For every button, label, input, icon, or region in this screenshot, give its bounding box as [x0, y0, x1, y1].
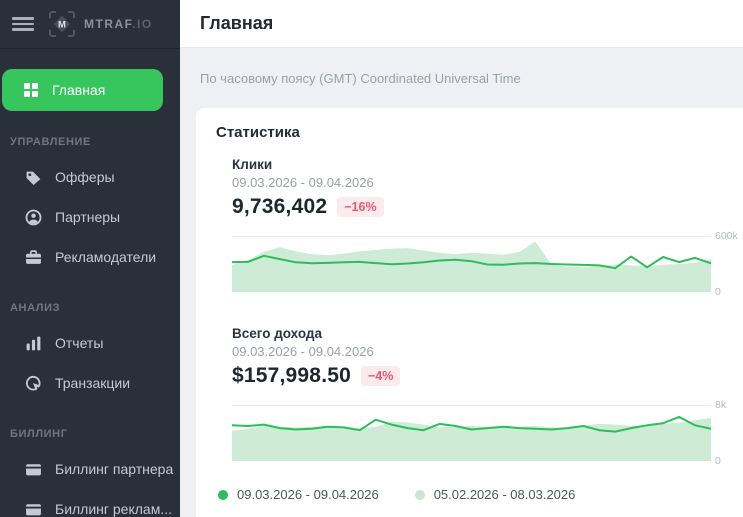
y-axis-min-label: 0	[715, 455, 721, 467]
legend-dot-previous	[414, 489, 425, 500]
timezone-note: По часовому поясу (GMT) Coordinated Univ…	[200, 71, 521, 86]
legend-label: 09.03.2026 - 09.04.2026	[237, 487, 379, 502]
stat-value: $157,998.50	[232, 364, 351, 387]
stat-label: Всего дохода	[232, 326, 323, 341]
y-axis-min-label: 0	[715, 286, 721, 298]
sidebar: M MTRAF.IO Главная УПРАВЛЕНИЕ	[0, 0, 180, 517]
y-axis-max-label: 600k	[715, 230, 738, 242]
bar-chart-icon	[26, 336, 41, 350]
sidebar-section-upravlenie: УПРАВЛЕНИЕ	[10, 136, 91, 148]
user-icon	[25, 209, 42, 225]
clicks-chart[interactable]	[232, 236, 711, 292]
sidebar-item-label: Биллинг реклам...	[55, 501, 172, 517]
revenue-stat-block: Всего дохода 09.03.2026 - 09.04.2026 $15…	[232, 326, 743, 467]
svg-text:M: M	[58, 20, 66, 31]
stat-date-range: 09.03.2026 - 09.04.2026	[232, 175, 374, 190]
sidebar-item-label: Транзакции	[55, 375, 131, 391]
sidebar-item-billing-reklam[interactable]: Биллинг реклам...	[0, 489, 180, 517]
credit-card-icon	[26, 503, 41, 515]
legend-item-previous-period[interactable]: 05.02.2026 - 08.03.2026	[414, 487, 576, 502]
sidebar-header: M MTRAF.IO	[0, 0, 180, 49]
click-icon	[26, 375, 41, 391]
sidebar-section-analiz: АНАЛИЗ	[10, 302, 61, 314]
y-axis-labels: 8k 0	[711, 399, 743, 467]
clicks-stat-block: Клики 09.03.2026 - 09.04.2026 9,736,402 …	[232, 157, 743, 298]
y-axis-labels: 600k 0	[711, 230, 743, 298]
sidebar-item-label: Биллинг партнера	[55, 461, 174, 477]
menu-toggle-button[interactable]	[12, 17, 34, 31]
briefcase-icon	[26, 249, 41, 264]
y-axis-max-label: 8k	[715, 399, 727, 411]
main-body: По часовому поясу (GMT) Coordinated Univ…	[180, 48, 743, 517]
sidebar-item-billing-partnera[interactable]: Биллинг партнера	[0, 449, 180, 489]
tag-icon	[26, 171, 41, 185]
delta-badge: −4%	[360, 366, 401, 386]
sidebar-item-otchety[interactable]: Отчеты	[0, 323, 180, 363]
sidebar-item-glavnaya[interactable]: Главная	[2, 69, 163, 111]
sidebar-menu: Главная УПРАВЛЕНИЕ Офферы Партнеры	[0, 49, 180, 517]
logo-text: MTRAF.IO	[84, 17, 153, 31]
statistics-card: Статистика Клики 09.03.2026 - 09.04.2026…	[196, 108, 743, 517]
sidebar-item-tranzakcii[interactable]: Транзакции	[0, 363, 180, 403]
stat-date-range: 09.03.2026 - 09.04.2026	[232, 344, 374, 359]
sidebar-item-label: Отчеты	[55, 335, 104, 351]
revenue-chart-row: 8k 0	[232, 399, 743, 467]
sidebar-item-label: Главная	[52, 82, 106, 98]
dashboard-icon	[24, 83, 38, 97]
logo[interactable]: M MTRAF.IO	[48, 10, 153, 38]
sidebar-item-reklamodateli[interactable]: Рекламодатели	[0, 237, 180, 277]
sidebar-section-billing: БИЛЛИНГ	[10, 428, 68, 440]
legend-item-current-period[interactable]: 09.03.2026 - 09.04.2026	[218, 487, 379, 502]
page-header: Главная	[180, 0, 743, 48]
credit-card-icon	[26, 463, 41, 475]
clicks-chart-row: 600k 0	[232, 230, 743, 298]
stat-label: Клики	[232, 157, 273, 172]
legend-label: 05.02.2026 - 08.03.2026	[433, 487, 576, 502]
logo-mark-icon: M	[49, 11, 75, 37]
card-title: Статистика	[216, 124, 300, 141]
sidebar-item-offery[interactable]: Офферы	[0, 157, 180, 197]
revenue-chart[interactable]	[232, 405, 711, 461]
chart-legend: 09.03.2026 - 09.04.2026 05.02.2026 - 08.…	[218, 487, 743, 502]
sidebar-item-label: Партнеры	[55, 209, 121, 225]
page-title: Главная	[200, 13, 274, 33]
sidebar-item-label: Офферы	[55, 169, 115, 185]
legend-dot-current	[218, 489, 228, 500]
sidebar-item-label: Рекламодатели	[55, 249, 157, 265]
sidebar-item-partnery[interactable]: Партнеры	[0, 197, 180, 237]
main-area: Главная По часовому поясу (GMT) Coordina…	[180, 0, 743, 517]
delta-badge: −16%	[337, 197, 384, 217]
stat-value: 9,736,402	[232, 195, 328, 218]
